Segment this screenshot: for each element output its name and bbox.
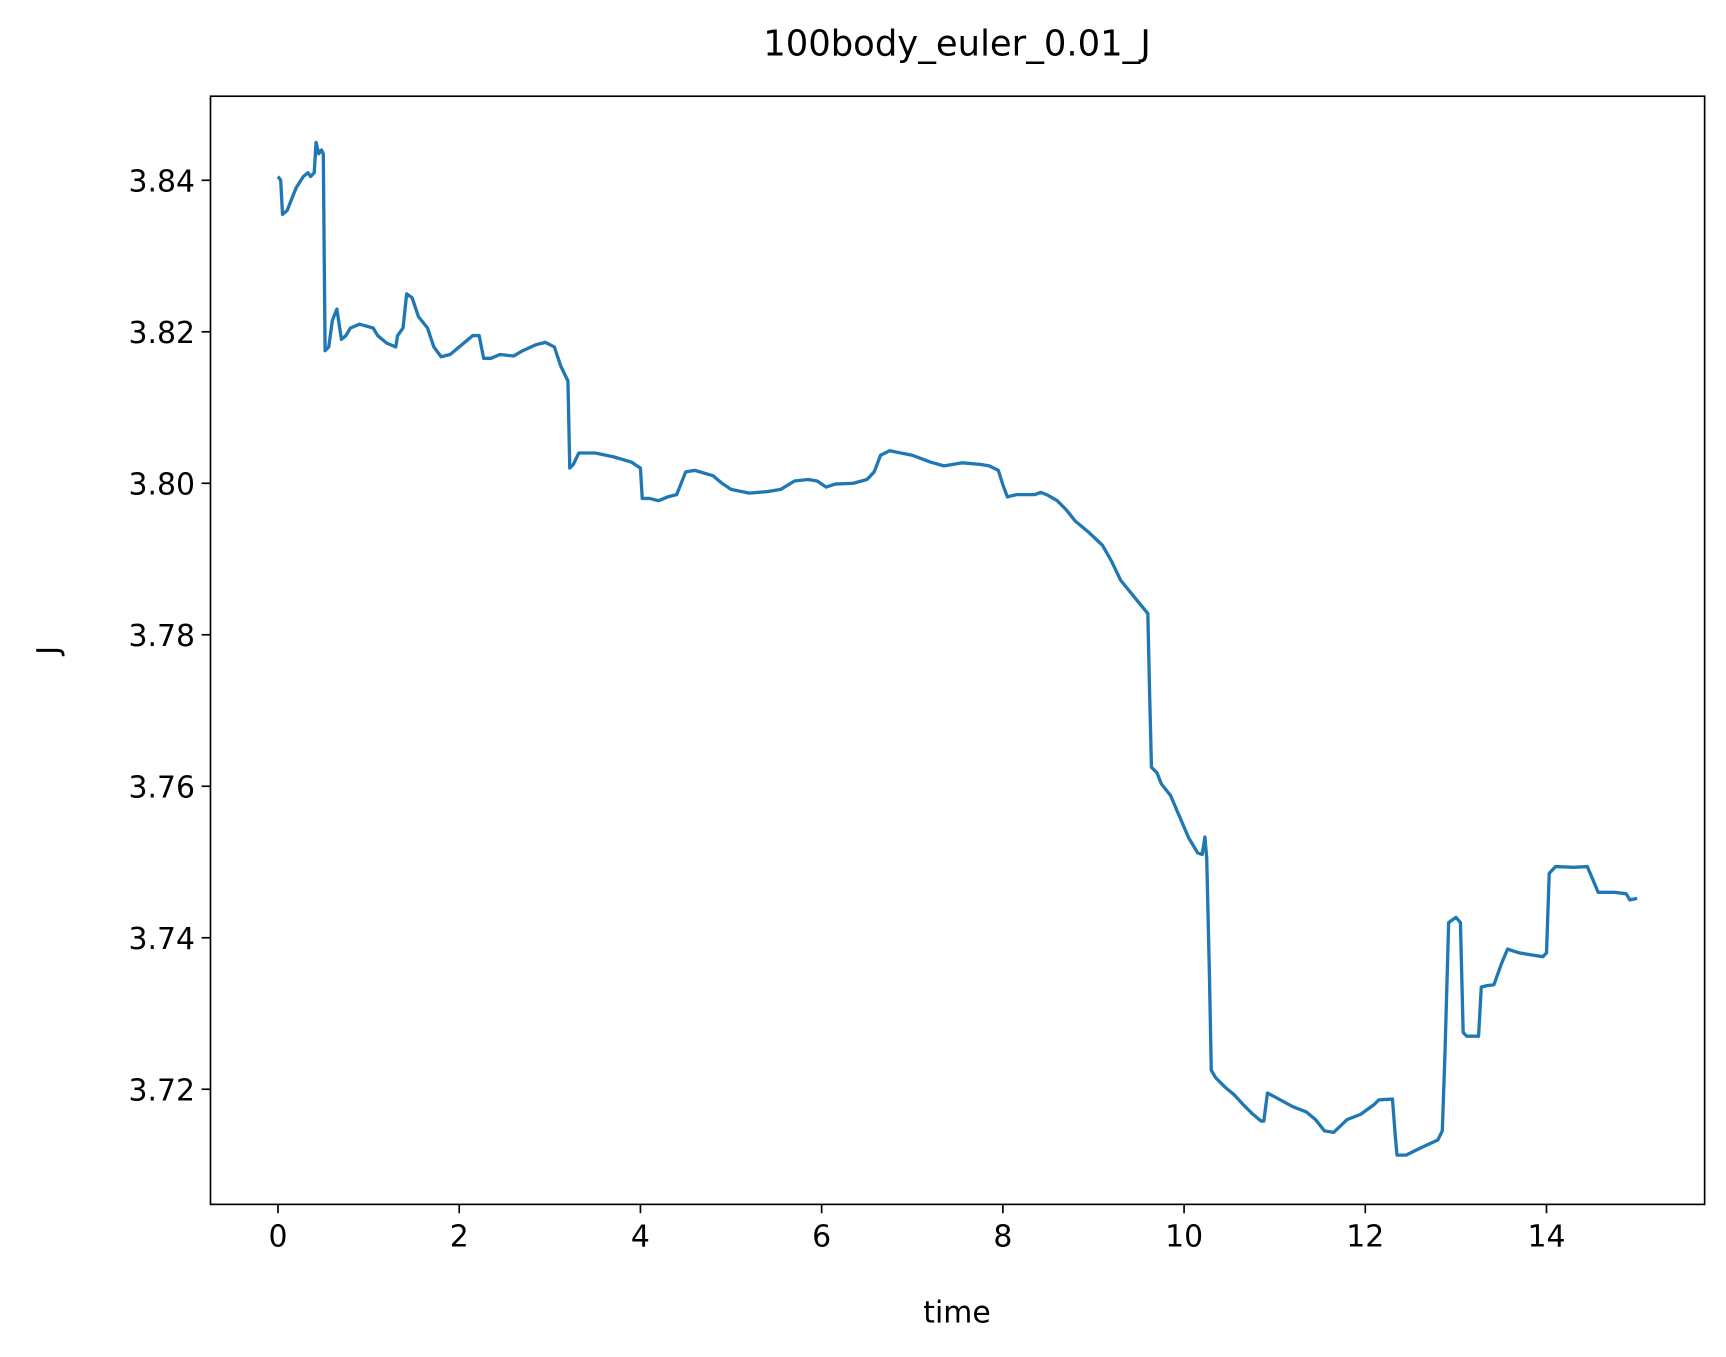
x-tick-label: 8	[993, 1219, 1012, 1254]
x-axis-label: time	[923, 1296, 990, 1331]
y-axis-label: J	[31, 646, 66, 657]
y-tick-label: 3.80	[129, 467, 195, 502]
y-tick-label: 3.78	[129, 619, 195, 654]
x-tick-label: 6	[812, 1219, 831, 1254]
x-tick-label: 10	[1165, 1219, 1203, 1254]
chart-title: 100body_euler_0.01_J	[763, 23, 1151, 64]
y-tick-label: 3.74	[129, 922, 195, 957]
y-tick-label: 3.84	[129, 164, 195, 199]
y-tick-label: 3.72	[129, 1073, 195, 1108]
plot-frame	[209, 95, 1706, 1206]
x-tick-label: 14	[1528, 1219, 1566, 1254]
y-tick-label: 3.82	[129, 316, 195, 351]
x-tick-label: 0	[268, 1219, 287, 1254]
x-tick-label: 2	[450, 1219, 469, 1254]
y-tick-label: 3.76	[129, 770, 195, 805]
data-line	[276, 140, 1638, 1157]
x-tick-label: 4	[631, 1219, 650, 1254]
x-tick-label: 12	[1346, 1219, 1384, 1254]
